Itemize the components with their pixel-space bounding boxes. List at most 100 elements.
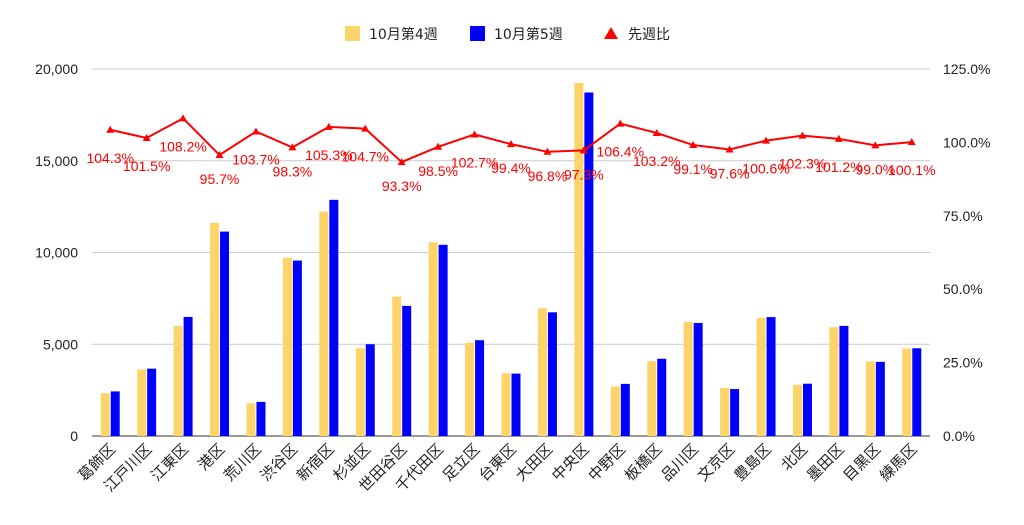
ratio-marker — [507, 140, 515, 148]
bar-week5 — [657, 358, 667, 436]
legend-label: 10月第5週 — [494, 26, 563, 43]
ratio-marker — [689, 141, 698, 149]
bar-week5 — [475, 340, 485, 436]
bar-week4 — [355, 348, 365, 436]
x-category-label: 豊島区 — [730, 440, 775, 485]
x-category-label: 練馬区 — [876, 440, 921, 485]
bar-week5 — [220, 231, 230, 436]
y-axis-left: 0 5,000 10,000 15,000 20,000 — [35, 61, 78, 444]
ratio-data-label: 108.2% — [159, 138, 206, 154]
bar-week4 — [319, 211, 329, 436]
ratio-marker — [470, 130, 479, 138]
y-left-tick-label: 0 — [70, 428, 78, 444]
bar-week5 — [402, 305, 412, 436]
x-category-label: 文京区 — [694, 440, 739, 485]
ratio-marker — [907, 138, 916, 146]
bar-week4 — [574, 82, 584, 437]
bar-week5 — [511, 373, 521, 436]
ratio-data-label: 100.1% — [888, 162, 935, 178]
ratio-data-label: 106.4% — [597, 144, 644, 160]
bar-week4 — [501, 373, 511, 436]
ratio-data-label: 105.3% — [305, 147, 352, 163]
ratio-marker — [106, 125, 115, 133]
legend[interactable]: 10月第4週 10月第5週 先週比 — [345, 26, 670, 43]
bar-week4 — [610, 386, 620, 436]
bar-week5 — [693, 322, 703, 436]
ratio-marker — [324, 122, 333, 130]
bar-week4 — [246, 403, 256, 436]
ratio-data-label: 99.1% — [673, 161, 713, 177]
ratio-marker — [616, 119, 625, 127]
y-axis-right: 0.0% 25.0% 50.0% 75.0% 100.0% 125.0% — [943, 61, 990, 444]
x-category-label: 大田区 — [512, 440, 557, 485]
bar-week5 — [256, 401, 266, 436]
bar-week4 — [392, 296, 402, 436]
bar-week4 — [100, 393, 110, 436]
x-category-label: 渋谷区 — [257, 440, 302, 485]
bar-week5 — [875, 361, 885, 436]
bar-week5 — [766, 317, 776, 436]
y-left-tick-label: 10,000 — [35, 245, 78, 261]
ratio-data-label: 103.7% — [232, 152, 279, 168]
bar-week5 — [802, 383, 812, 436]
ratio-marker — [834, 134, 843, 142]
x-category-label: 江東区 — [147, 440, 192, 485]
ratio-data-label: 96.8% — [528, 168, 568, 184]
x-category-label: 台東区 — [475, 440, 520, 485]
bar-week5 — [183, 316, 193, 436]
y-right-tick-label: 100.0% — [943, 134, 990, 150]
y-left-tick-label: 5,000 — [43, 336, 78, 352]
ratio-marker — [215, 151, 224, 159]
ratio-marker — [871, 141, 880, 149]
ratio-marker — [798, 131, 807, 139]
bar-week4 — [683, 321, 693, 436]
bar-week5 — [110, 391, 120, 436]
bar-week5 — [620, 383, 630, 436]
ratio-data-label: 103.2% — [633, 153, 680, 169]
bar-week4 — [428, 242, 438, 436]
ratio-data-label: 101.5% — [123, 158, 170, 174]
ratio-marker — [179, 114, 188, 122]
bar-week5 — [584, 92, 594, 436]
ratio-marker — [361, 124, 370, 132]
y-left-tick-label: 20,000 — [35, 61, 78, 77]
x-category-label: 品川区 — [657, 440, 702, 485]
y-right-tick-label: 75.0% — [943, 208, 983, 224]
ratio-data-label: 97.6% — [710, 165, 750, 181]
legend-triangle-icon — [604, 27, 618, 39]
ratio-data-label: 102.7% — [451, 154, 498, 170]
bar-week4 — [465, 342, 475, 436]
bar-week4 — [792, 384, 802, 436]
bar-week5 — [912, 348, 922, 436]
ratio-data-label: 98.3% — [273, 163, 313, 179]
bar-week5 — [730, 389, 740, 436]
ratio-marker — [142, 133, 151, 141]
ratio-data-label: 100.6% — [742, 161, 789, 177]
legend-label: 先週比 — [628, 27, 670, 43]
legend-item[interactable]: 10月第4週 — [345, 26, 438, 43]
x-category-label: 目黒区 — [840, 440, 885, 485]
bar-week4 — [173, 325, 183, 436]
ratio-marker — [725, 145, 734, 153]
y-left-tick-label: 15,000 — [35, 153, 78, 169]
ratio-data-label: 93.3% — [382, 178, 422, 194]
data-labels: 104.3%101.5% 108.2% 95.7% 103.7%98.3%105.3%… — [86, 138, 935, 194]
ratio-data-label: 101.2% — [815, 159, 862, 175]
legend-item[interactable]: 10月第5週 — [470, 26, 563, 43]
x-category-label: 中央区 — [548, 440, 593, 485]
bar-week4 — [282, 257, 292, 436]
ratio-marker — [251, 127, 260, 135]
x-category-label: 板橋区 — [621, 440, 666, 485]
bar-week4 — [210, 222, 220, 436]
legend-item[interactable]: 先週比 — [604, 27, 670, 43]
bar-week5 — [547, 312, 557, 436]
bar-week4 — [829, 327, 839, 436]
ratio-data-label: 95.7% — [200, 171, 240, 187]
legend-swatch — [345, 26, 360, 41]
bar-week5 — [438, 244, 448, 436]
ratio-data-label: 104.3% — [86, 150, 133, 166]
y-right-tick-label: 50.0% — [943, 281, 983, 297]
ratio-marker — [397, 158, 406, 166]
